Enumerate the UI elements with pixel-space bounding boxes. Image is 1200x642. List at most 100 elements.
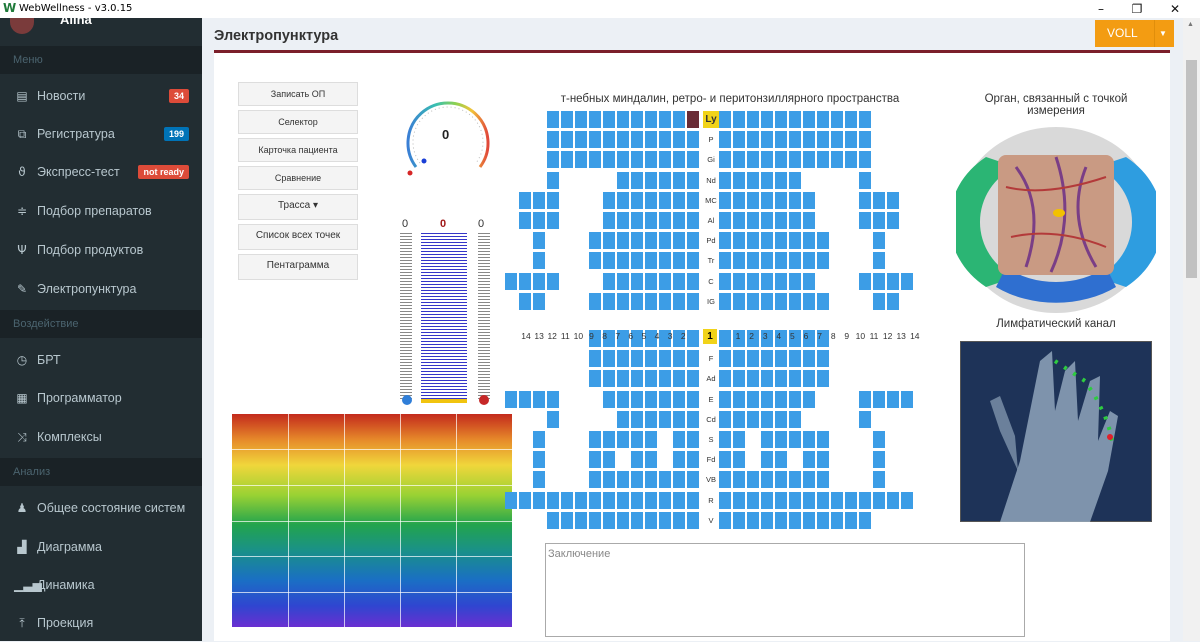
point-cell-left[interactable] xyxy=(673,451,685,469)
point-cell-right[interactable] xyxy=(733,131,745,149)
point-cell-right[interactable] xyxy=(901,491,913,509)
point-cell-right[interactable] xyxy=(859,390,871,408)
point-cell-right[interactable] xyxy=(775,111,787,128)
point-cell-left[interactable] xyxy=(645,431,657,448)
point-cell-right[interactable] xyxy=(747,350,759,368)
point-cell-left[interactable] xyxy=(589,330,601,347)
point-cell-left[interactable] xyxy=(603,330,615,347)
point-cell-right[interactable] xyxy=(817,471,829,489)
point-cell-left[interactable] xyxy=(589,370,601,388)
point-cell-right[interactable] xyxy=(817,330,829,347)
point-cell-left[interactable] xyxy=(547,390,559,408)
meridian-label[interactable]: Pd xyxy=(706,236,716,246)
point-cell-left[interactable] xyxy=(617,390,629,408)
point-cell-left[interactable] xyxy=(617,511,629,529)
point-cell-left[interactable] xyxy=(659,292,671,310)
point-cell-left[interactable] xyxy=(687,451,699,469)
point-cell-right[interactable] xyxy=(873,191,885,209)
point-cell-left[interactable] xyxy=(659,171,671,189)
point-cell-right[interactable] xyxy=(733,451,745,469)
point-cell-right[interactable] xyxy=(803,511,815,529)
point-cell-left[interactable] xyxy=(687,212,699,229)
point-cell-right[interactable] xyxy=(719,330,731,347)
point-cell-left[interactable] xyxy=(687,292,699,310)
point-cell-right[interactable] xyxy=(789,111,801,128)
point-cell-right[interactable] xyxy=(761,111,773,128)
point-cell-right[interactable] xyxy=(719,131,731,149)
point-cell-left[interactable] xyxy=(631,191,643,209)
point-cell-right[interactable] xyxy=(831,131,843,149)
point-cell-right[interactable] xyxy=(747,131,759,149)
point-cell-left[interactable] xyxy=(673,491,685,509)
point-cell-right[interactable] xyxy=(803,370,815,388)
point-cell-right[interactable] xyxy=(747,171,759,189)
point-cell-right[interactable] xyxy=(761,292,773,310)
point-cell-left[interactable] xyxy=(631,272,643,290)
point-cell-right[interactable] xyxy=(775,511,787,529)
point-cell-left[interactable] xyxy=(659,410,671,428)
point-cell-left[interactable] xyxy=(533,390,545,408)
point-cell-left[interactable] xyxy=(687,232,699,250)
point-cell-right[interactable] xyxy=(817,511,829,529)
sidebar-item-complexes[interactable]: ⤨ Комплексы xyxy=(0,418,202,456)
point-cell-right[interactable] xyxy=(873,252,885,270)
sidebar-item-electropuncture[interactable]: ✎ Электропунктура xyxy=(0,270,202,308)
point-cell-right[interactable] xyxy=(873,451,885,469)
sidebar-item-express-test[interactable]: ϑ Экспресс-тест not ready xyxy=(0,153,202,191)
point-cell-left[interactable] xyxy=(687,272,699,290)
point-cell-right[interactable] xyxy=(887,292,899,310)
point-cell-left[interactable] xyxy=(645,451,657,469)
scrollbar-thumb[interactable] xyxy=(1186,60,1197,278)
point-cell-right[interactable] xyxy=(719,350,731,368)
point-cell-left[interactable] xyxy=(589,431,601,448)
point-cell-right[interactable] xyxy=(775,151,787,169)
meridian-label[interactable]: Fd xyxy=(706,455,716,465)
point-cell-left[interactable] xyxy=(547,212,559,229)
meridian-label[interactable]: Gi xyxy=(707,155,715,165)
point-cell-right[interactable] xyxy=(817,350,829,368)
point-cell-right[interactable] xyxy=(761,511,773,529)
compare-button[interactable]: Сравнение xyxy=(238,166,358,190)
point-cell-right[interactable] xyxy=(817,370,829,388)
point-cell-right[interactable] xyxy=(761,232,773,250)
point-cell-right[interactable] xyxy=(831,511,843,529)
point-cell-left[interactable] xyxy=(603,390,615,408)
point-cell-right[interactable] xyxy=(789,232,801,250)
point-cell-right[interactable] xyxy=(747,252,759,270)
point-cell-right[interactable] xyxy=(733,171,745,189)
point-cell-left[interactable] xyxy=(617,212,629,229)
point-cell-left[interactable] xyxy=(519,191,531,209)
point-cell-right[interactable] xyxy=(761,491,773,509)
point-cell-left[interactable] xyxy=(603,350,615,368)
point-cell-right[interactable] xyxy=(803,350,815,368)
point-cell-right[interactable] xyxy=(887,212,899,229)
point-cell-left[interactable] xyxy=(603,431,615,448)
point-cell-left[interactable] xyxy=(631,370,643,388)
point-cell-left[interactable] xyxy=(659,232,671,250)
point-cell-left[interactable] xyxy=(659,330,671,347)
point-cell-right[interactable] xyxy=(747,191,759,209)
point-cell-left[interactable] xyxy=(631,451,643,469)
voll-dropdown-button[interactable]: VOLL ▼ xyxy=(1095,20,1174,47)
point-cell-left[interactable] xyxy=(603,131,615,149)
point-cell-right[interactable] xyxy=(845,491,857,509)
point-cell-left[interactable] xyxy=(547,511,559,529)
point-cell-left[interactable] xyxy=(645,491,657,509)
point-cell-right[interactable] xyxy=(719,151,731,169)
point-cell-left[interactable] xyxy=(659,252,671,270)
vertical-scrollbar[interactable]: ▲ xyxy=(1183,18,1200,641)
point-cell-left[interactable] xyxy=(673,131,685,149)
point-cell-right[interactable] xyxy=(873,272,885,290)
point-cell-left[interactable] xyxy=(673,111,685,128)
point-cell-right[interactable] xyxy=(747,330,759,347)
point-cell-left[interactable] xyxy=(687,410,699,428)
point-cell-left[interactable] xyxy=(659,390,671,408)
point-cell-left[interactable] xyxy=(589,232,601,250)
point-cell-right[interactable] xyxy=(859,491,871,509)
point-cell-right[interactable] xyxy=(719,272,731,290)
point-cell-right[interactable] xyxy=(831,111,843,128)
point-cell-right[interactable] xyxy=(789,330,801,347)
point-cell-right[interactable] xyxy=(733,390,745,408)
point-cell-left[interactable] xyxy=(519,272,531,290)
point-cell-right[interactable] xyxy=(775,350,787,368)
